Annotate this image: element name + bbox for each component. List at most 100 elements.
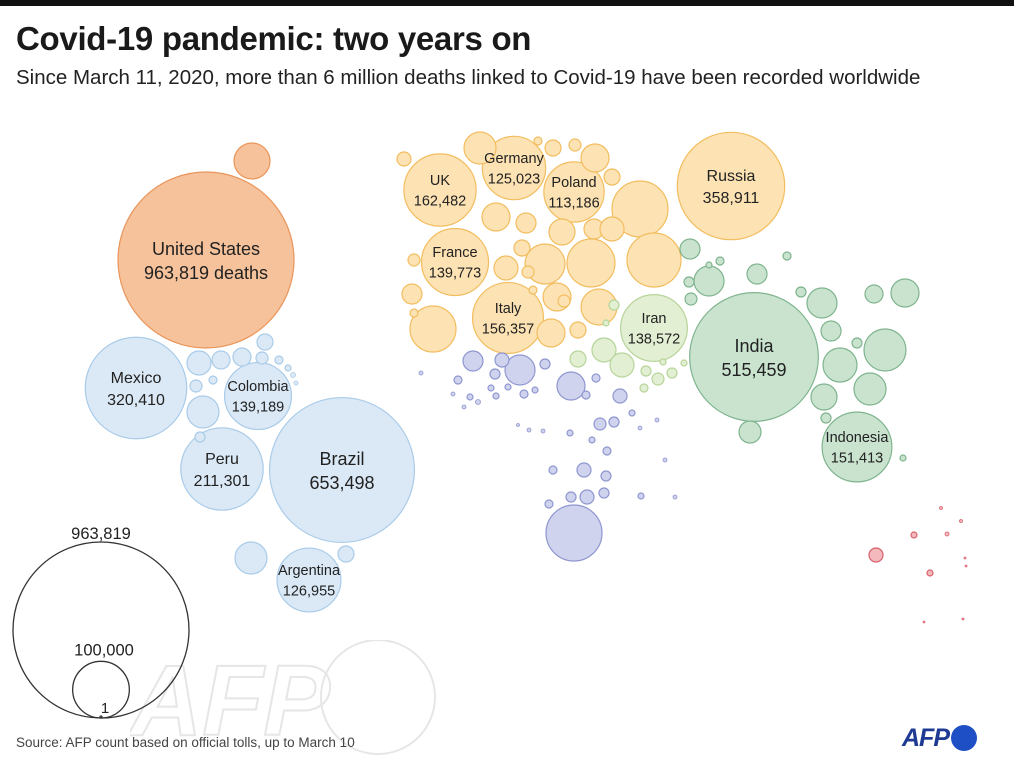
country-bubble-unlabeled [868,547,884,563]
bubble-indonesia-name: Indonesia [826,430,890,446]
country-bubble-unlabeled [591,373,601,383]
country-bubble-unlabeled [959,519,963,523]
country-bubble-unlabeled [234,541,268,575]
bubble-france-value: 139,773 [429,266,481,282]
country-bubble-unlabeled [899,454,907,462]
legend-label-963819: 963,819 [71,525,131,543]
country-bubble-unlabeled [715,256,725,266]
country-bubble-unlabeled [531,386,539,394]
country-bubble-unlabeled [513,239,531,257]
source-note: Source: AFP count based on official toll… [16,735,355,750]
country-bubble-unlabeled [864,284,884,304]
country-bubble-unlabeled [186,350,212,376]
country-bubble-unlabeled [519,389,529,399]
country-bubble-unlabeled [569,350,587,368]
country-bubble-unlabeled [628,409,636,417]
bubble-uk [403,153,477,227]
country-bubble-unlabeled [401,283,423,305]
country-bubble-unlabeled [536,318,566,348]
country-bubble-unlabeled [290,372,296,378]
country-bubble-unlabeled [637,492,645,500]
country-bubble-unlabeled [544,139,562,157]
country-bubble-unlabeled [461,404,467,410]
country-bubble-unlabeled [684,292,698,306]
country-bubble-unlabeled [612,388,628,404]
bubble-poland-value: 113,186 [548,196,599,212]
bubble-indonesia-value: 151,413 [831,451,883,467]
bubble-germany-name: Germany [484,151,544,167]
bubble-uk-value: 162,482 [414,194,466,210]
country-bubble-unlabeled [679,238,701,260]
legend-circle-963819 [12,541,190,719]
country-bubble-unlabeled [602,319,610,327]
bubble-argentina [276,547,342,613]
country-bubble-unlabeled [822,347,858,383]
bubble-united-states [117,171,295,349]
country-bubble-unlabeled [504,383,512,391]
country-bubble-unlabeled [504,354,536,386]
country-bubble-unlabeled [528,285,538,295]
country-bubble-unlabeled [926,569,934,577]
country-bubble-unlabeled [526,427,532,433]
chart-subtitle: Since March 11, 2020, more than 6 millio… [16,66,921,89]
country-bubble-unlabeled [521,265,535,279]
top-rule [0,0,1014,6]
country-bubble-unlabeled [487,384,495,392]
country-bubble-unlabeled [409,305,457,353]
bubble-argentina-value: 126,955 [283,584,335,600]
bubble-united-states-value: 963,819 deaths [144,263,268,283]
bubble-mexico-name: Mexico [111,370,162,387]
country-bubble-unlabeled [599,216,625,242]
country-bubble-unlabeled [566,429,574,437]
country-bubble-unlabeled [738,420,762,444]
country-bubble-unlabeled [598,487,610,499]
bubble-brazil [268,396,416,544]
country-bubble-unlabeled [640,365,652,377]
bubble-colombia-name: Colombia [227,379,289,395]
country-bubble-unlabeled [453,375,463,385]
country-bubble-unlabeled [608,299,620,311]
bubbles-layer [84,131,968,624]
bubble-germany-value: 125,023 [488,172,540,188]
legend-circle-1 [99,715,103,719]
legend-label-100000: 100,000 [74,641,134,659]
country-bubble-unlabeled [407,253,421,267]
country-bubble-unlabeled [565,491,577,503]
country-bubble-unlabeled [466,393,474,401]
bubble-russia-name: Russia [707,168,756,185]
bubble-brazil-name: Brazil [319,449,364,469]
country-bubble-unlabeled [539,358,551,370]
afp-watermark: AFP [130,640,436,755]
country-bubble-unlabeled [481,202,511,232]
country-bubble-unlabeled [566,238,616,288]
country-bubble-unlabeled [795,286,807,298]
country-bubble-unlabeled [186,395,220,429]
country-bubble-unlabeled [524,243,566,285]
country-bubble-unlabeled [746,263,768,285]
bubble-uk-name: UK [430,173,450,189]
afp-logo: AFP [902,722,977,754]
country-bubble-unlabeled [548,465,558,475]
country-bubble-unlabeled [944,531,950,537]
bubble-italy-name: Italy [495,301,522,317]
bubble-mexico [84,336,188,440]
size-legend: 963,819 100,000 1 [12,525,190,719]
country-bubble-unlabeled [639,383,649,393]
country-bubble-unlabeled [588,436,596,444]
country-bubble-unlabeled [651,372,665,386]
country-bubble-unlabeled [284,364,292,372]
country-bubble-unlabeled [568,138,582,152]
bubble-peru-name: Peru [205,451,239,468]
bubble-india [689,292,819,422]
country-bubble-unlabeled [533,136,543,146]
country-bubble-unlabeled [232,347,252,367]
country-bubble-unlabeled [662,457,668,463]
country-bubble-unlabeled [556,371,586,401]
bubble-iran [620,294,688,362]
bubble-united-states-name: United States [152,239,260,259]
country-bubble-unlabeled [515,212,537,234]
bubble-italy-value: 156,357 [482,322,534,338]
country-bubble-unlabeled [581,390,591,400]
bubble-italy [471,281,545,355]
